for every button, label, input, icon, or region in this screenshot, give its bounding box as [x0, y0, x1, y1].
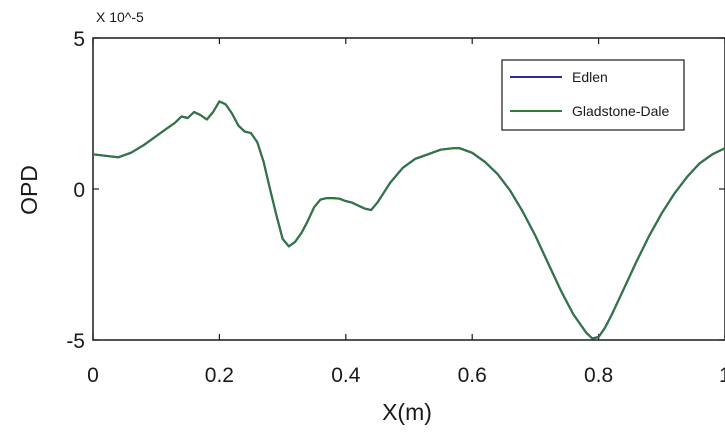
x-tick-label: 1: [719, 364, 725, 387]
legend-label: Gladstone-Dale: [572, 103, 669, 119]
y-axis-title: OPD: [16, 165, 42, 215]
x-tick-label: 0.6: [458, 364, 487, 387]
x-tick-label: 0.2: [205, 364, 234, 387]
y-tick-label: -5: [66, 330, 85, 353]
y-exponent-label: X 10^-5: [96, 9, 144, 25]
x-tick-label: 0.8: [584, 364, 613, 387]
x-tick-label: 0: [87, 364, 99, 387]
x-tick-label: 0.4: [331, 364, 361, 387]
y-tick-label: 0: [73, 179, 85, 202]
x-axis-title: X(m): [382, 399, 432, 425]
legend-label: Edlen: [572, 69, 608, 85]
y-tick-label: 5: [73, 28, 85, 51]
